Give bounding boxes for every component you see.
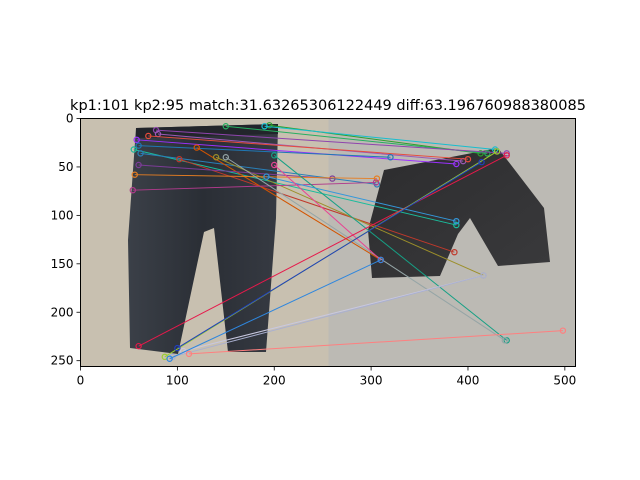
- match-line-5: [148, 135, 469, 160]
- chart-title: kp1:101 kp2:95 match:31.63265306122449 d…: [70, 98, 586, 114]
- keypoint-to-5: [464, 155, 472, 163]
- y-tick-label: 200: [51, 305, 74, 319]
- match-line-15: [132, 181, 376, 191]
- keypoint-from-26: [166, 355, 173, 362]
- keypoint-to-26: [377, 256, 384, 264]
- y-tick-label: 50: [58, 160, 73, 174]
- keypoint-from-7: [135, 142, 142, 149]
- keypoint-from-17: [263, 173, 270, 180]
- keypoint-from-20: [135, 342, 142, 350]
- match-line-16: [273, 154, 508, 341]
- x-axis: 0 100 200 300 400 500: [77, 366, 576, 388]
- image-panels: [80, 118, 576, 367]
- y-tick-label: 0: [66, 112, 74, 126]
- shorts-shape: [368, 148, 550, 278]
- keypoint-from-22: [174, 344, 181, 352]
- keypoint-from-16: [271, 152, 278, 159]
- keypoint-from-11: [193, 144, 200, 151]
- match-line-6: [136, 139, 457, 165]
- keypoint-from-14: [131, 171, 138, 178]
- match-line-11: [196, 147, 382, 261]
- y-tick-label: 250: [51, 354, 74, 368]
- keypoint-from-13: [135, 161, 142, 169]
- keypoint-from-6: [133, 136, 140, 144]
- match-line-1: [264, 125, 496, 150]
- x-tick-label: 0: [77, 374, 85, 388]
- keypoint-to-15: [372, 179, 380, 186]
- keypoint-from-12: [212, 154, 220, 161]
- keypoint-to-6: [453, 160, 460, 168]
- keypoint-to-25: [559, 327, 567, 334]
- keypoint-to-21: [493, 148, 501, 155]
- keypoint-to-3: [503, 150, 510, 157]
- match-line-25: [188, 330, 563, 355]
- x-tick-label: 100: [166, 374, 189, 388]
- keypoint-to-17: [453, 217, 460, 225]
- axes-frame: [80, 118, 576, 367]
- keypoint-to-10: [451, 248, 458, 256]
- y-axis: 0 50 100 150 200 250: [51, 112, 81, 368]
- x-tick-label: 200: [263, 374, 286, 388]
- match-line-19: [273, 164, 382, 261]
- match-line-9: [140, 152, 377, 185]
- x-tick-label: 400: [457, 374, 480, 388]
- keypoint-from-2: [222, 123, 230, 130]
- match-line-18: [225, 156, 506, 341]
- keypoint-from-15: [129, 186, 137, 194]
- keypoint-from-10: [176, 155, 183, 163]
- keypoint-to-22: [478, 158, 485, 166]
- keypoint-to-14: [373, 175, 381, 182]
- y-tick-label: 150: [51, 257, 74, 271]
- match-line-26: [169, 259, 382, 360]
- matches-layer: [129, 122, 567, 362]
- match-line-10: [179, 158, 455, 253]
- keypoint-to-24: [480, 272, 487, 279]
- keypoint-to-18: [501, 337, 508, 344]
- keypoint-from-18: [222, 154, 230, 161]
- keypoint-from-8: [130, 146, 137, 153]
- x-tick-label: 500: [553, 374, 576, 388]
- keypoint-from-1: [261, 123, 268, 130]
- match-line-24: [172, 274, 484, 358]
- keypoint-to-7: [387, 154, 394, 161]
- keypoint-to-2: [484, 150, 491, 157]
- keypoint-from-25: [185, 350, 193, 358]
- jeans-shape: [128, 124, 278, 354]
- y-tick-label: 100: [51, 208, 74, 222]
- match-line-20: [138, 154, 507, 347]
- match-line-17: [266, 176, 457, 222]
- keypoint-to-20: [503, 152, 510, 159]
- keypoint-to-13: [329, 175, 336, 182]
- keypoint-from-19: [271, 161, 278, 169]
- keypoint-from-9: [137, 150, 144, 157]
- x-tick-label: 300: [360, 374, 383, 388]
- keypoint-to-8: [453, 221, 460, 229]
- match-line-3: [156, 129, 507, 154]
- keypoint-from-5: [145, 132, 152, 140]
- match-line-22: [177, 161, 482, 349]
- match-line-7: [138, 145, 391, 158]
